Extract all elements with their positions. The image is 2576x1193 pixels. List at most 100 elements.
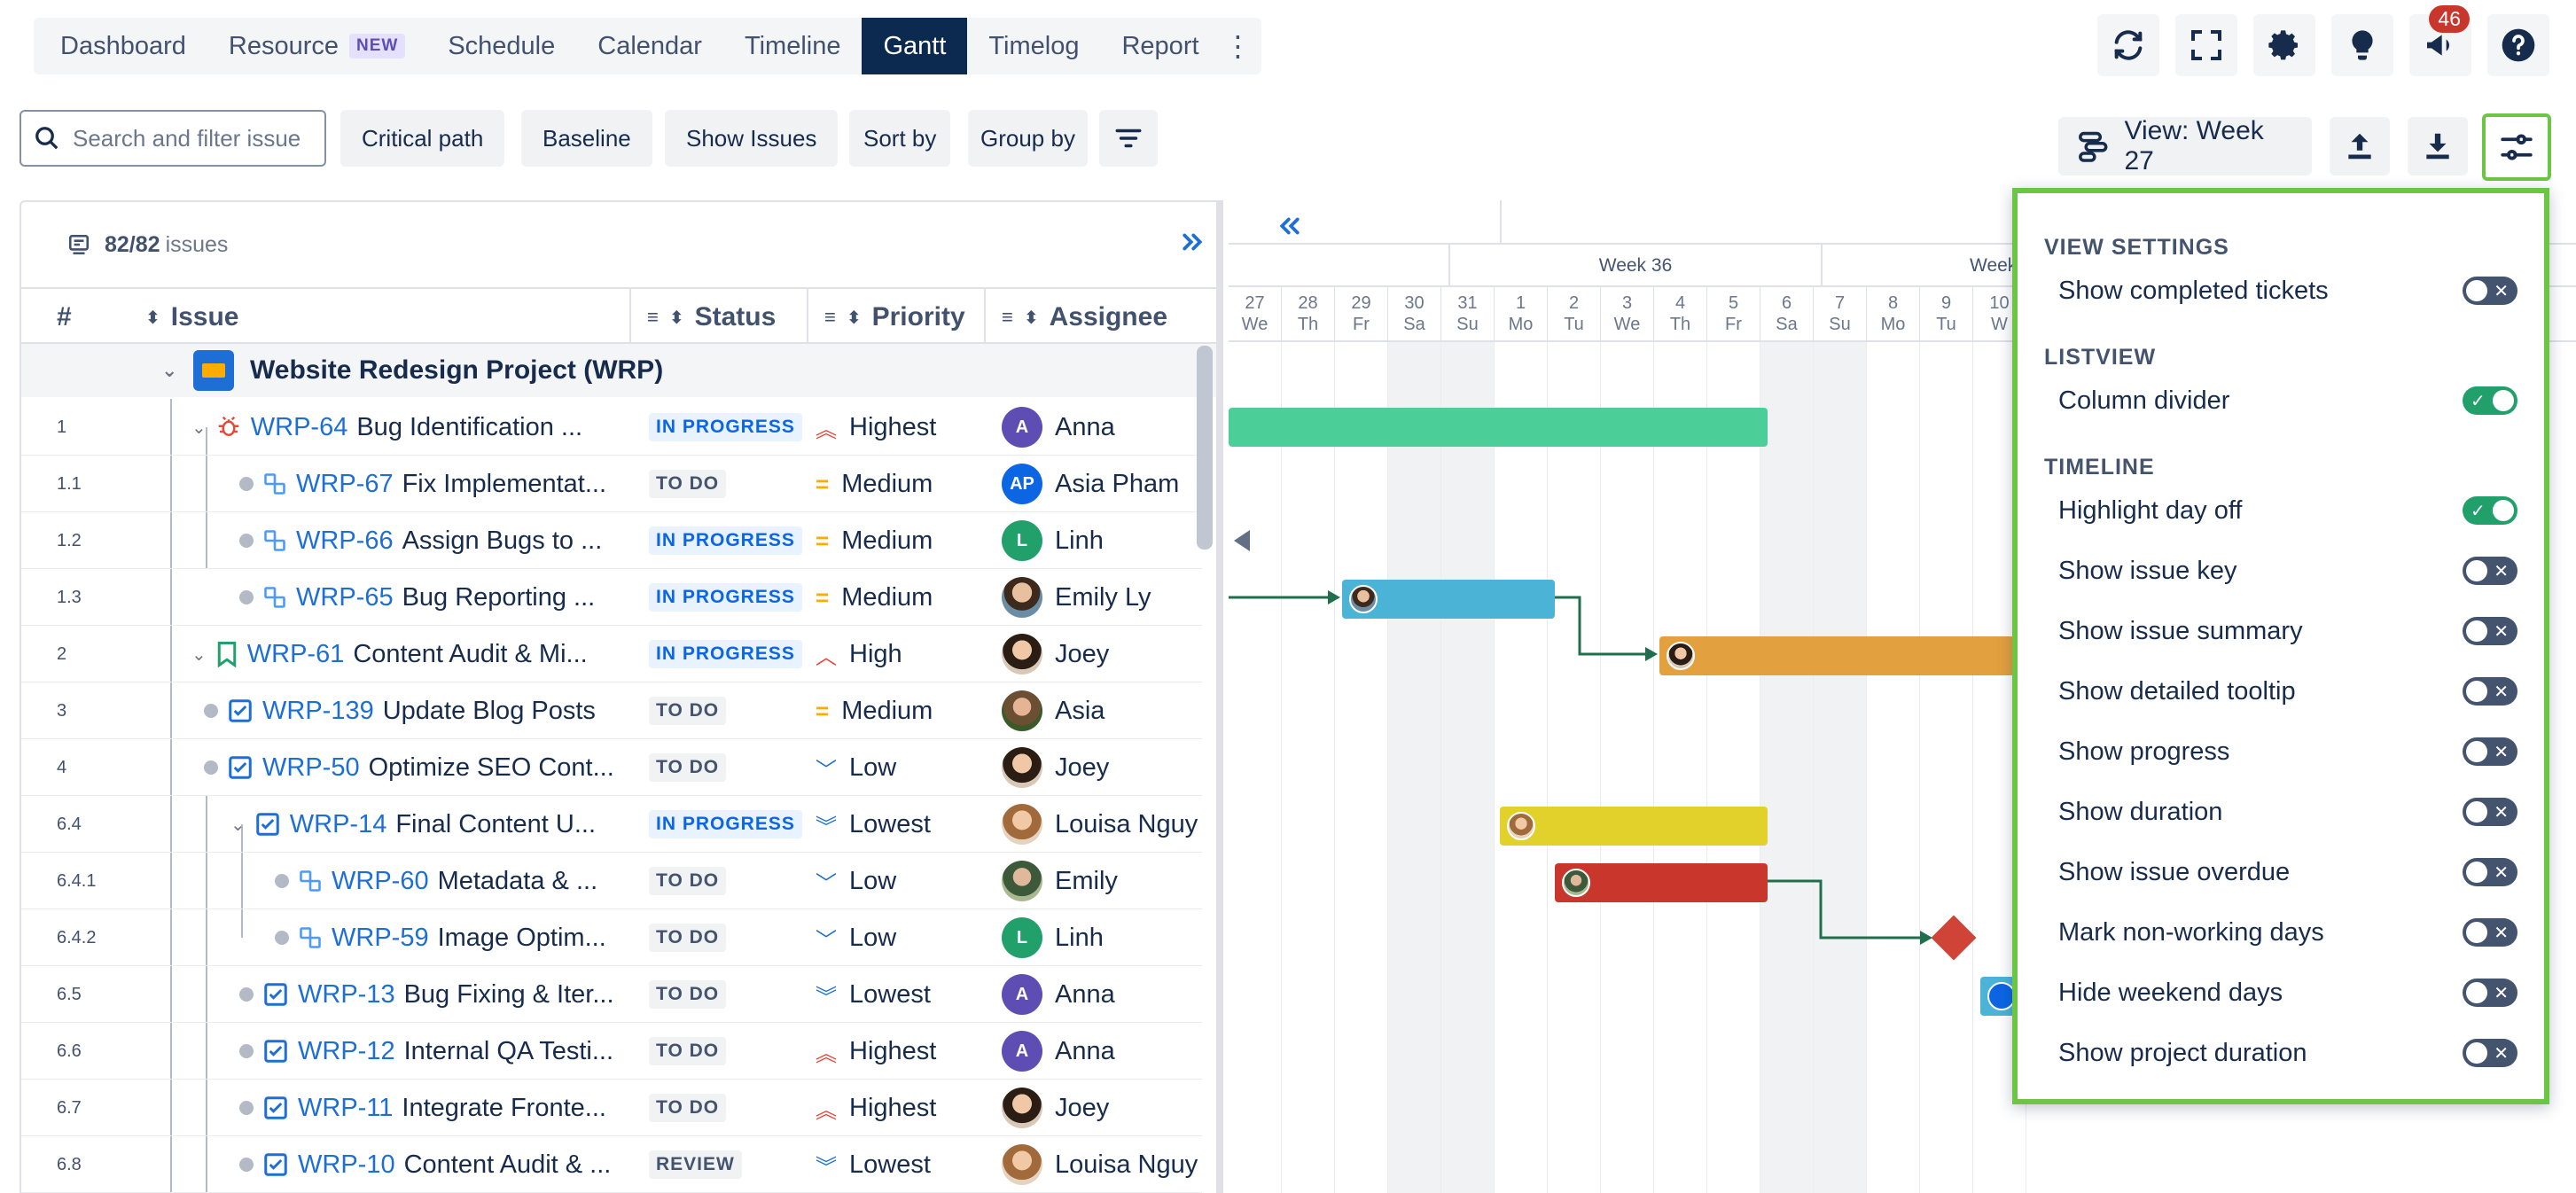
double-chevron-right-icon[interactable] [1179, 229, 1206, 255]
toggle-switch[interactable]: ✕ [2463, 918, 2517, 947]
issue-key[interactable]: WRP-61 [246, 639, 345, 668]
toggle-switch[interactable]: ✓ [2463, 496, 2517, 525]
chevron-down-icon[interactable]: ⌄ [230, 815, 246, 835]
issue-key[interactable]: WRP-65 [296, 582, 394, 612]
setting-show-duration[interactable]: Show duration ✕ [2044, 782, 2517, 842]
issue-key[interactable]: WRP-67 [296, 469, 394, 498]
fullscreen-button[interactable] [2175, 14, 2237, 76]
issue-key[interactable]: WRP-139 [262, 696, 374, 725]
tab-report[interactable]: Report [1100, 18, 1220, 74]
group-by-button[interactable]: Group by [968, 110, 1088, 167]
status-cell[interactable]: IN PROGRESS [649, 399, 802, 456]
issue-title[interactable]: Final Content U... [395, 809, 596, 838]
status-cell[interactable]: IN PROGRESS [649, 796, 802, 853]
assignee-cell[interactable]: Louisa Nguy [1002, 1136, 1198, 1193]
status-cell[interactable]: TO DO [649, 853, 727, 909]
setting-hide-weekend-days[interactable]: Hide weekend days ✕ [2044, 963, 2517, 1023]
toggle-switch[interactable]: ✕ [2463, 1039, 2517, 1067]
task-bar[interactable] [1500, 807, 1768, 846]
issue-key[interactable]: WRP-50 [262, 752, 360, 782]
priority-cell[interactable]: = Medium [816, 512, 933, 569]
header-issue[interactable]: ⬍ Issue [145, 289, 238, 346]
table-row[interactable]: 2 ⌄ WRP-61 Content Audit & Mi... IN PROG… [21, 626, 1202, 682]
issue-key[interactable]: WRP-59 [332, 923, 429, 952]
sort-by-button[interactable]: Sort by [849, 110, 951, 167]
setting-show-project-duration[interactable]: Show project duration ✕ [2044, 1023, 2517, 1083]
toggle-switch[interactable]: ✕ [2463, 979, 2517, 1007]
assignee-cell[interactable]: Emily Ly [1002, 569, 1151, 626]
issue-key[interactable]: WRP-14 [289, 809, 387, 838]
toggle-switch[interactable]: ✓ [2463, 386, 2517, 415]
assignee-cell[interactable]: Louisa Nguy [1002, 796, 1198, 853]
task-bar[interactable] [1342, 580, 1555, 619]
collapse-arrow-icon[interactable] [1234, 530, 1250, 551]
issue-key[interactable]: WRP-11 [298, 1093, 394, 1122]
toggle-switch[interactable]: ✕ [2463, 798, 2517, 826]
priority-cell[interactable]: ︾ Lowest [816, 1136, 931, 1193]
setting-show-completed-tickets[interactable]: Show completed tickets ✕ [2044, 261, 2517, 321]
issue-key[interactable]: WRP-64 [250, 412, 348, 441]
priority-cell[interactable]: ︽ Highest [816, 1080, 936, 1136]
issue-title[interactable]: Bug Identification ... [356, 412, 583, 441]
priority-cell[interactable]: = Medium [816, 456, 933, 512]
setting-show-issue-key[interactable]: Show issue key ✕ [2044, 541, 2517, 601]
assignee-cell[interactable]: A Anna [1002, 966, 1115, 1023]
notifications-button[interactable]: 46 [2409, 5, 2471, 76]
export-button[interactable] [2330, 117, 2390, 175]
tab-gantt[interactable]: Gantt [862, 18, 968, 74]
issue-title[interactable]: Assign Bugs to ... [402, 526, 603, 555]
issue-title[interactable]: Metadata & ... [437, 866, 598, 895]
tab-dashboard[interactable]: Dashboard [39, 18, 207, 74]
settings-button[interactable] [2253, 14, 2315, 76]
critical-path-button[interactable]: Critical path [340, 110, 505, 167]
chevron-down-icon[interactable]: ⌄ [191, 417, 207, 438]
task-bar[interactable] [1659, 636, 2014, 675]
header-status[interactable]: ≡ ⬍ Status [647, 289, 776, 346]
status-cell[interactable]: TO DO [649, 966, 727, 1023]
search-box[interactable] [20, 110, 326, 167]
table-row[interactable]: 6.4 ⌄ WRP-14 Final Content U... IN PROGR… [21, 796, 1202, 853]
sync-button[interactable] [2097, 14, 2159, 76]
issue-title[interactable]: Internal QA Testi... [403, 1036, 613, 1065]
priority-cell[interactable]: = Medium [816, 682, 933, 739]
status-cell[interactable]: IN PROGRESS [649, 626, 802, 682]
table-row[interactable]: 1 ⌄ WRP-64 Bug Identification ... IN PRO… [21, 399, 1202, 456]
issue-key[interactable]: WRP-12 [298, 1036, 395, 1065]
issue-key[interactable]: WRP-66 [296, 526, 394, 555]
filter-button[interactable] [1099, 110, 1158, 167]
priority-cell[interactable]: ︽ Highest [816, 1023, 936, 1080]
table-row[interactable]: 6.4.2 WRP-59 Image Optim... TO DO ﹀ Low L… [21, 909, 1202, 966]
table-row[interactable]: 6.8 WRP-10 Content Audit & ... REVIEW ︾ L… [21, 1136, 1202, 1193]
issue-title[interactable]: Bug Fixing & Iter... [403, 979, 614, 1009]
download-button[interactable] [2408, 117, 2468, 175]
assignee-cell[interactable]: A Anna [1002, 399, 1115, 456]
status-cell[interactable]: TO DO [649, 1080, 727, 1136]
baseline-button[interactable]: Baseline [521, 110, 652, 167]
status-cell[interactable]: IN PROGRESS [649, 569, 802, 626]
search-input[interactable] [73, 124, 303, 152]
double-chevron-left-icon[interactable] [1276, 213, 1303, 239]
priority-cell[interactable]: ︿ High [816, 626, 902, 682]
issue-title[interactable]: Fix Implementat... [402, 469, 607, 498]
issue-title[interactable]: Content Audit & ... [403, 1150, 612, 1179]
table-row[interactable]: 1.1 WRP-67 Fix Implementat... TO DO = Med… [21, 456, 1202, 512]
issue-key[interactable]: WRP-10 [298, 1150, 395, 1179]
status-cell[interactable]: TO DO [649, 682, 727, 739]
pane-divider[interactable] [1216, 200, 1223, 1193]
setting-show-issue-summary[interactable]: Show issue summary ✕ [2044, 601, 2517, 661]
tab-timeline[interactable]: Timeline [723, 18, 863, 74]
priority-cell[interactable]: ﹀ Low [816, 739, 896, 796]
assignee-cell[interactable]: Joey [1002, 626, 1109, 682]
issue-title[interactable]: Image Optim... [437, 923, 606, 952]
assignee-cell[interactable]: A Anna [1002, 1023, 1115, 1080]
setting-mark-non-working-days[interactable]: Mark non-working days ✕ [2044, 902, 2517, 963]
status-cell[interactable]: TO DO [649, 909, 727, 966]
view-selector-button[interactable]: View: Week 27 [2058, 116, 2312, 175]
table-row[interactable]: 6.7 WRP-11 Integrate Fronte... TO DO ︽ Hi… [21, 1080, 1202, 1136]
priority-cell[interactable]: ︾ Lowest [816, 796, 931, 853]
tab-calendar[interactable]: Calendar [576, 18, 723, 74]
chevron-down-icon[interactable]: ⌄ [191, 644, 207, 665]
toggle-switch[interactable]: ✕ [2463, 617, 2517, 645]
status-cell[interactable]: IN PROGRESS [649, 512, 802, 569]
assignee-cell[interactable]: Joey [1002, 1080, 1109, 1136]
